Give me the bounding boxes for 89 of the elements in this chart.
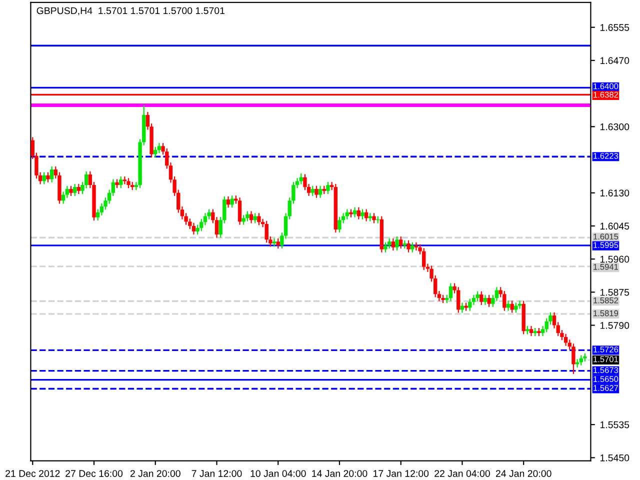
x-tick-label: 10 Jan 04:00	[250, 470, 306, 477]
candlestick	[272, 238, 276, 248]
candlestick	[253, 212, 257, 224]
y-tick-label: 1.5535	[600, 421, 630, 428]
ref-line-label: 1.5673	[594, 367, 618, 374]
candlestick	[364, 208, 368, 222]
candlestick	[69, 185, 73, 197]
ref-line-label: 1.5726	[594, 346, 618, 352]
y-tick-label: 1.5960	[600, 256, 630, 263]
y-tick-label: 1.6045	[600, 222, 630, 230]
candlestick	[192, 222, 196, 236]
candlestick	[356, 206, 361, 220]
candlestick	[468, 298, 472, 312]
ref-line-label: 1.5627	[594, 385, 618, 391]
ref-line-label: 1.5941	[594, 264, 618, 270]
candlestick	[502, 290, 506, 312]
candlestick	[318, 185, 322, 198]
x-tick-label: 21 Dec 2012	[6, 470, 60, 477]
y-tick-label: 1.6555	[600, 24, 630, 31]
candlestick	[352, 206, 357, 218]
candlestick	[50, 166, 54, 183]
ref-line-label: 1.6015	[594, 234, 618, 240]
candlestick	[310, 185, 314, 197]
candlestick	[372, 212, 376, 224]
candlestick	[314, 185, 318, 198]
ref-line-label: 1.5852	[594, 297, 618, 304]
candlestick	[391, 238, 396, 252]
x-tick-label: 7 Jan 12:00	[192, 470, 242, 477]
candlestick	[529, 325, 534, 337]
y-tick-label: 1.5450	[600, 454, 630, 462]
candlestick	[564, 333, 568, 346]
ref-line-label: 1.5819	[594, 310, 618, 316]
candlestick	[360, 208, 364, 220]
candlestick	[518, 300, 522, 310]
ref-line-label: 1.6223	[594, 152, 618, 159]
candlestick	[257, 212, 261, 226]
y-tick-label: 1.6470	[600, 57, 630, 64]
candlestick	[76, 183, 81, 195]
candlestick	[422, 248, 426, 271]
chart-title: GBPUSD,H4 1.5701 1.5701 1.5700 1.5701	[36, 7, 224, 16]
x-tick-label: 14 Jan 20:00	[312, 470, 368, 477]
candlestick	[395, 236, 399, 252]
candlestick	[226, 196, 230, 208]
candlestick	[579, 354, 583, 366]
candlestick	[154, 146, 158, 158]
ref-line-label: 1.5995	[594, 242, 618, 248]
candlestick	[384, 242, 388, 253]
candlestick	[119, 176, 123, 189]
candlestick	[326, 181, 330, 195]
candlestick	[410, 242, 414, 253]
candlestick	[157, 142, 162, 154]
candlestick	[399, 236, 403, 250]
candlestick	[46, 172, 50, 183]
candlestick	[406, 240, 410, 253]
y-tick-label: 1.5790	[600, 322, 630, 329]
candlestick	[42, 172, 46, 185]
ref-line-label: 1.5650	[594, 376, 618, 382]
candlestick	[246, 210, 250, 222]
candlestick	[72, 183, 77, 197]
candlestick	[264, 220, 268, 244]
candlestick	[476, 290, 480, 302]
candlestick	[448, 282, 453, 302]
candlestick	[388, 238, 392, 250]
candlestick	[126, 177, 130, 189]
ref-line-label: 1.6382	[594, 92, 618, 98]
x-tick-label: 27 Dec 16:00	[66, 470, 123, 477]
candlestick	[414, 242, 418, 252]
candlestick	[483, 294, 488, 306]
candlestick	[249, 210, 254, 224]
candlestick	[338, 216, 342, 234]
y-tick-label: 1.6130	[600, 190, 630, 196]
candlestick	[456, 286, 460, 314]
candlestick	[238, 196, 242, 226]
candlestick	[230, 195, 234, 208]
x-tick-label: 2 Jan 20:00	[130, 470, 180, 477]
text: 1.5701	[594, 356, 618, 362]
y-tick-label: 1.5875	[600, 288, 630, 296]
candlestick	[572, 343, 576, 375]
candlestick	[487, 294, 491, 308]
candlestick	[480, 290, 484, 306]
candlestick	[514, 302, 518, 314]
y-tick-label: 1.6300	[600, 123, 630, 130]
x-tick-label: 22 Jan 04:00	[434, 470, 490, 477]
candlestick	[276, 238, 280, 250]
ref-line-label: 1.6400	[594, 83, 618, 90]
x-tick-label: 24 Jan 20:00	[496, 470, 552, 477]
candlestick	[510, 300, 514, 314]
x-tick-label: 17 Jan 12:00	[373, 470, 429, 477]
candlestick	[242, 214, 246, 226]
